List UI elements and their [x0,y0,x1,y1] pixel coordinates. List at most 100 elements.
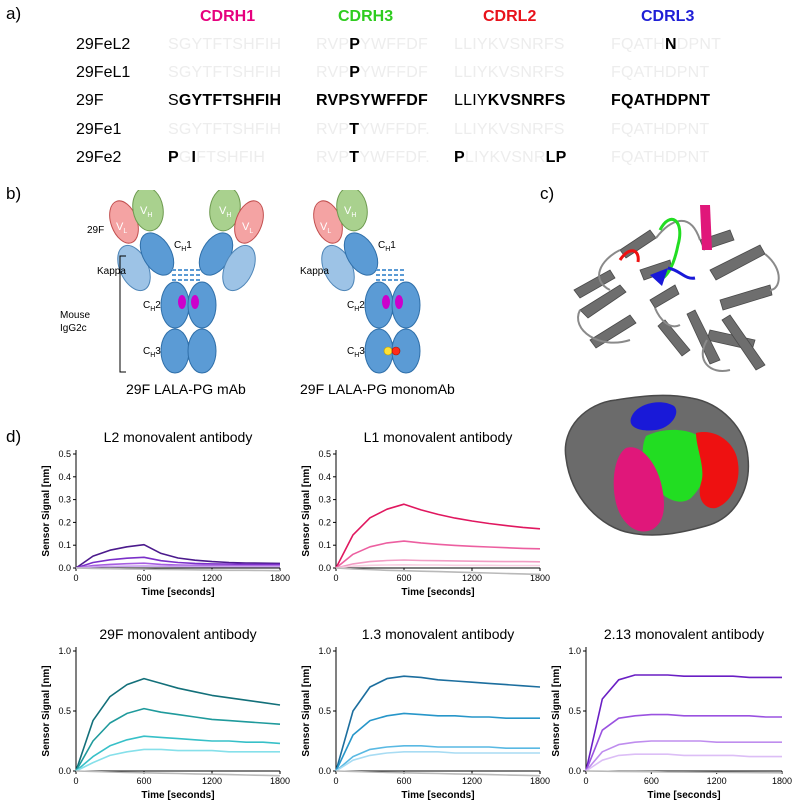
sequence-row-name: 29Fe2 [76,149,122,166]
panel-label-b: b) [6,184,22,203]
sequence-cell: FQATHDPNT [611,92,710,110]
residue-segment: FQATHDPNT [611,149,710,166]
label-vh-right: VH [219,205,231,219]
x-axis-label: Time [seconds] [141,790,214,801]
cdr-header-cdrh1: CDRH1 [200,8,256,25]
x-tick-label: 1800 [530,776,550,786]
series-line [75,556,281,569]
ch3-domain-right [187,328,217,374]
y-axis-label: Sensor Signal [nm] [301,465,312,556]
residue-highlight: P [454,149,465,166]
residue-segment: LLIY [454,92,488,109]
sequence-cell: SGYTFTSHFIH [168,64,281,82]
residue-segment: FTSHFIH [196,149,266,166]
chart-title: 2.13 monovalent antibody [604,626,764,642]
label-vh-monomab: VH [344,205,356,219]
x-axis-label: Time [seconds] [401,587,474,598]
y-tick-label: 0.0 [568,766,581,776]
residue-highlight: T [349,121,360,138]
sequence-cell: LLIYKVSNRFS [454,64,565,82]
sequence-cell: PGIFTSHFIH [168,149,265,167]
y-tick-label: 0.5 [568,706,581,716]
residue-segment: YWFFDF. [359,149,430,166]
y-axis-label: Sensor Signal [nm] [301,665,312,756]
sequence-cell: SGYTFTSHFIH [168,121,281,139]
label-igg2c: IgG2c [60,323,87,334]
lala-pg-mutation-right [395,295,403,309]
panel-label-a: a) [6,4,22,23]
cdrh1-strand [700,205,712,250]
surface-cdrl2 [696,432,739,509]
ch2-domain-right [187,281,217,329]
y-tick-label: 0.5 [318,706,331,716]
ch1-domain [343,232,379,276]
vl-domain-right [234,200,264,244]
caption-mab: 29F LALA-PG mAb [126,381,246,397]
kappa-domain-right [222,244,256,292]
series-line [585,740,782,772]
sequence-cell: PLIYKVSNRLP [454,149,566,167]
x-axis-label: Time [seconds] [401,790,474,801]
series-line [335,564,540,569]
y-tick-label: 0.0 [58,766,71,776]
y-tick-label: 0.5 [58,706,71,716]
x-tick-label: 0 [333,573,338,583]
residue-highlight: I [191,149,197,166]
residue-segment: RVP [316,36,350,53]
series-line [585,713,782,772]
panel-label-c: c) [540,184,555,203]
fv-surface-structure [564,394,750,536]
y-tick-label: 0.5 [58,449,71,459]
antibody-monomab-diagram [313,190,421,374]
series-line [335,559,541,569]
x-tick-label: 1200 [462,776,482,786]
x-tick-label: 1800 [270,776,290,786]
residue-segment: RVP [316,149,350,166]
series-line [335,770,541,777]
sequence-cell: FQATHNDPNT [611,36,721,54]
sequence-cell: LLIYKVSNRFS [454,92,566,110]
series-line [75,567,281,572]
x-tick-label: 600 [136,776,151,786]
label-mouse: Mouse [60,310,90,321]
y-tick-label: 0.4 [58,472,71,482]
residue-segment: LIYKVSNR [464,149,546,166]
x-tick-label: 0 [583,776,588,786]
label-vl-right: VL [242,221,253,235]
y-tick-label: 0.0 [318,766,331,776]
residue-highlight: P [349,36,361,53]
cdrl3-loop [667,266,696,280]
chart-title: 29F monovalent antibody [99,626,256,642]
series-line [75,565,280,569]
x-tick-label: 600 [396,573,411,583]
fv-ribbon-structure [573,205,780,372]
x-axis-label: Time [seconds] [141,587,214,598]
sequence-row-name: 29Fe1 [76,121,122,138]
chart-title: 1.3 monovalent antibody [362,626,515,642]
surface-cdrl3 [630,402,677,431]
surface-cdrh1 [613,447,664,532]
sequence-cell: SGYTFTSHFIH [168,36,281,54]
label-kappa-monomab: Kappa [300,266,329,277]
x-tick-label: 1200 [462,573,482,583]
y-axis-label: Sensor Signal [nm] [41,665,52,756]
series-line [585,770,783,774]
label-vl-left: VL [116,221,127,235]
y-tick-label: 0.0 [318,563,331,573]
series-line [75,748,280,772]
chart-29f: 29F monovalent antibody 0.0 0.5 1.0 0 600 1200… [41,626,290,801]
series-line [335,567,541,576]
panel-label-d: d) [6,427,22,446]
ch2-domain-right [391,281,421,329]
sequence-cell: SGYTFTSHFIH [168,92,281,110]
residue-highlight: KVSNRFS [487,92,566,109]
cdr-header-cdrh3: CDRH3 [338,8,394,25]
residue-segment: G [178,149,192,166]
series-line [75,770,281,777]
isotype-bracket [119,255,126,373]
y-tick-label: 0.5 [318,449,331,459]
sequence-cell: RVPTYWFFDF. [316,121,430,139]
residue-segment: S [168,92,179,109]
cdrl2-loop [618,249,640,263]
antibody-mab-diagram [109,190,264,374]
